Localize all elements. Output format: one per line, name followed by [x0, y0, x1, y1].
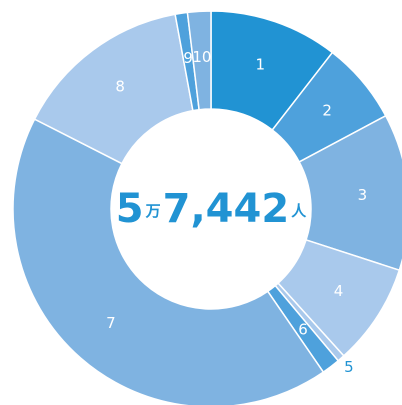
- segment-label: 10: [192, 48, 211, 66]
- segment-label: 5: [344, 358, 354, 376]
- segment-label: 8: [115, 78, 125, 96]
- center-total: 5 万7,442 人: [116, 186, 307, 232]
- segment-label: 7: [106, 314, 116, 332]
- segment-label: 9: [183, 49, 193, 67]
- center-part: 人: [291, 202, 307, 220]
- segment-label: 1: [255, 56, 265, 74]
- donut-segment: [186, 10, 212, 111]
- center-part: 7,442: [163, 186, 290, 232]
- segment-label: 4: [334, 282, 344, 300]
- segment-label: 2: [322, 102, 332, 120]
- segment-label: 6: [298, 320, 308, 338]
- segment-label: 3: [358, 186, 368, 204]
- donut-segment: [12, 118, 325, 405]
- center-part: 5: [116, 186, 144, 232]
- center-part: 万: [145, 202, 161, 220]
